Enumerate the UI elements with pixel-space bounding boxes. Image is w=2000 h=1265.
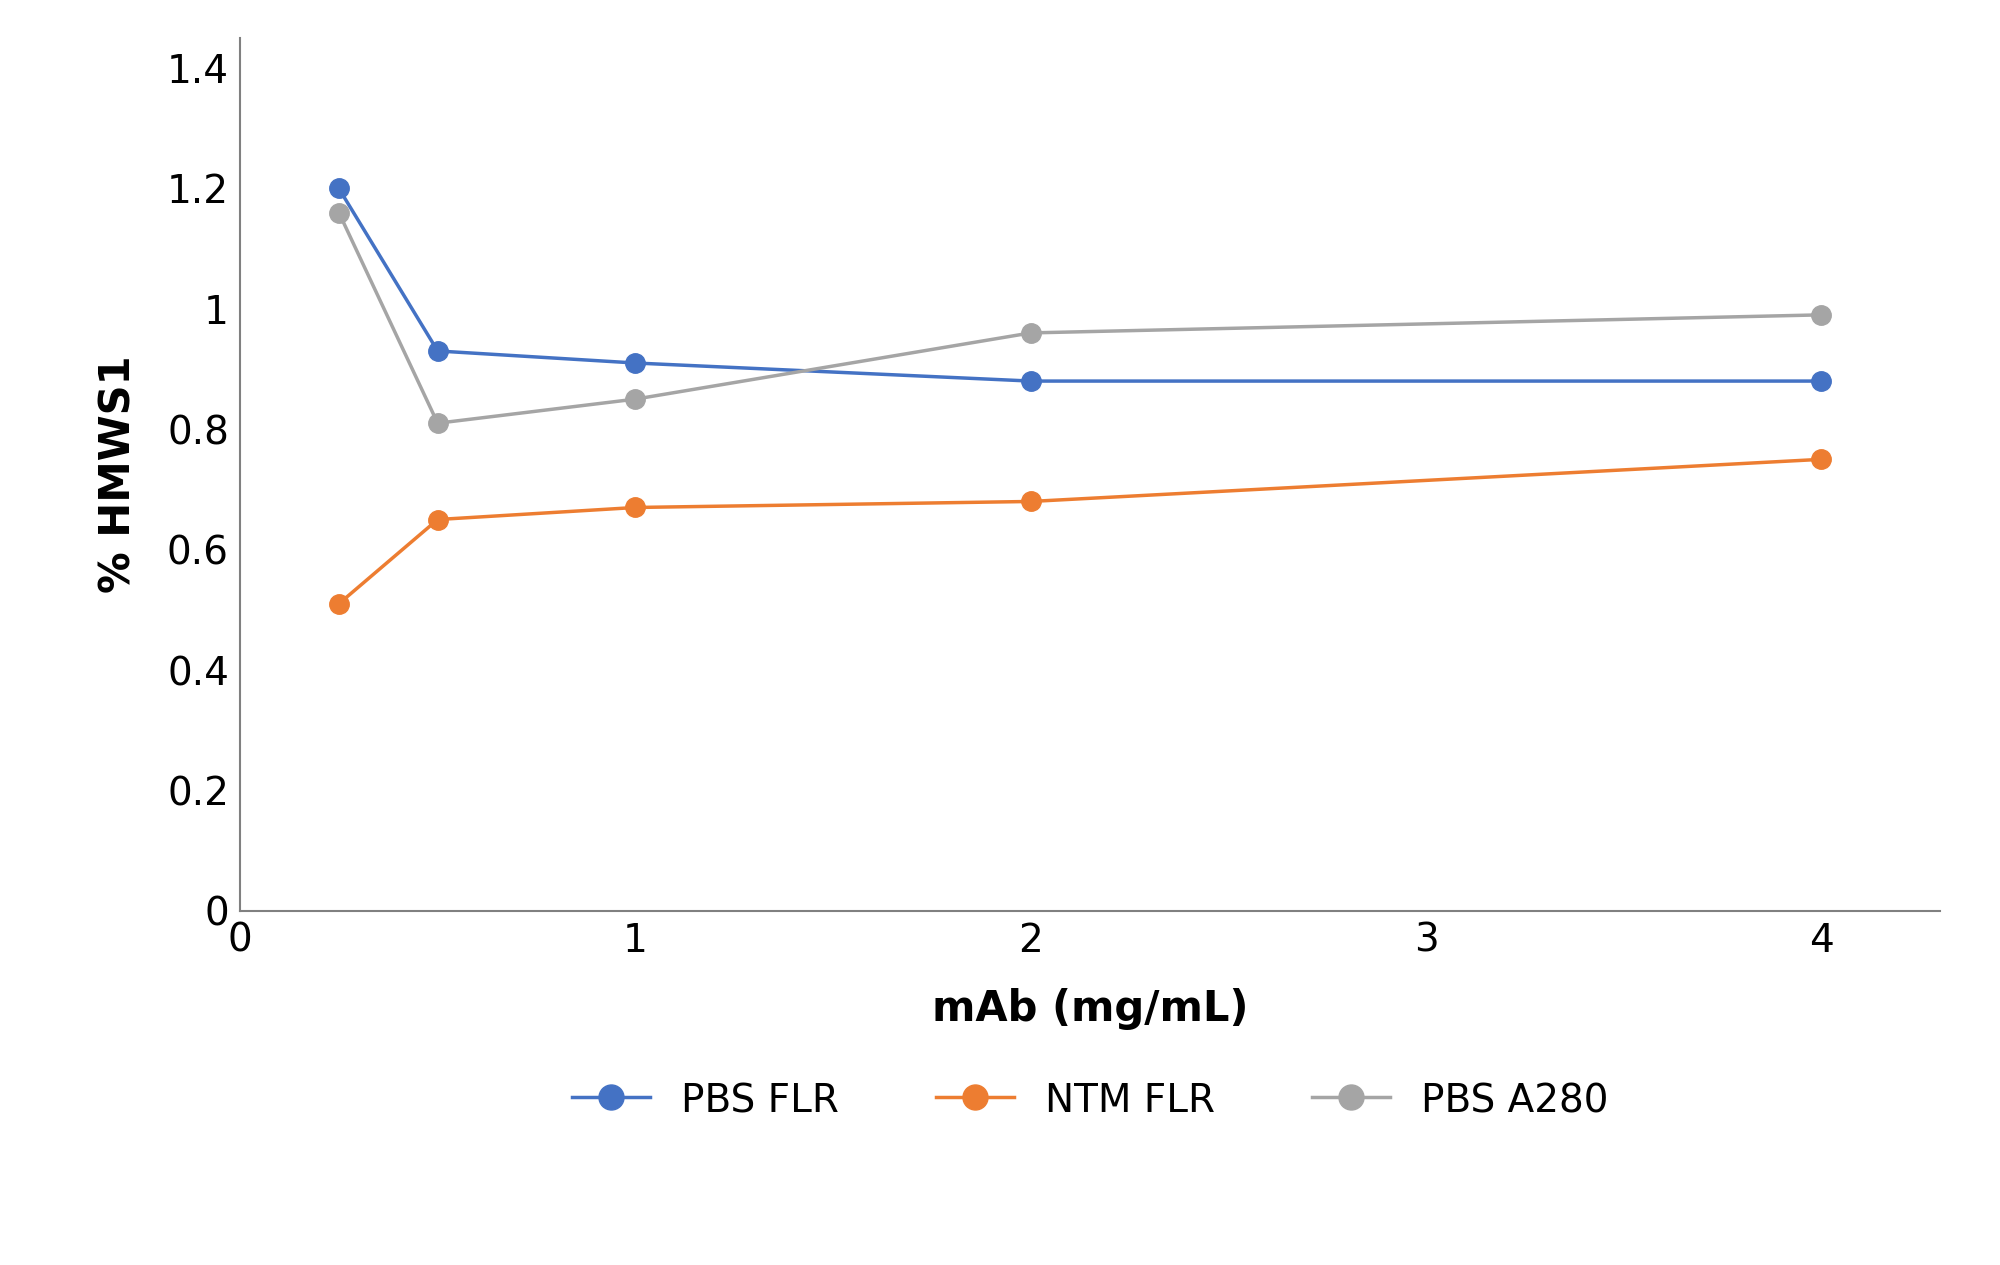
PBS A280 — [1810, 307, 1834, 323]
PBS A280 — [624, 392, 648, 407]
PBS FLR — [1810, 373, 1834, 388]
PBS A280 — [1018, 325, 1042, 340]
Line: NTM FLR: NTM FLR — [330, 449, 1832, 614]
PBS FLR — [426, 343, 450, 358]
NTM FLR — [426, 512, 450, 528]
Line: PBS A280: PBS A280 — [330, 202, 1832, 433]
Y-axis label: % HMWS1: % HMWS1 — [98, 355, 140, 593]
PBS A280 — [326, 205, 350, 220]
PBS A280 — [426, 416, 450, 431]
Legend: PBS FLR, NTM FLR, PBS A280: PBS FLR, NTM FLR, PBS A280 — [556, 1066, 1624, 1136]
Line: PBS FLR: PBS FLR — [330, 178, 1832, 391]
PBS FLR — [1018, 373, 1042, 388]
NTM FLR — [624, 500, 648, 515]
PBS FLR — [326, 181, 350, 196]
NTM FLR — [326, 596, 350, 611]
NTM FLR — [1810, 452, 1834, 467]
NTM FLR — [1018, 493, 1042, 509]
X-axis label: mAb (mg/mL): mAb (mg/mL) — [932, 988, 1248, 1030]
PBS FLR — [624, 355, 648, 371]
